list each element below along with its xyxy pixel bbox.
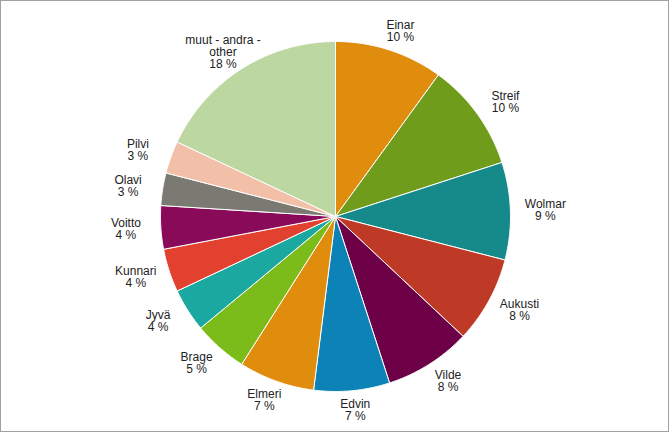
svg-text:Streif10 %: Streif10 % — [491, 89, 520, 115]
svg-text:Olavi3 %: Olavi3 % — [114, 173, 141, 199]
svg-text:Elmeri7 %: Elmeri7 % — [247, 387, 281, 413]
svg-text:Aukusti8 %: Aukusti8 % — [500, 297, 539, 323]
svg-text:Jyvä4 %: Jyvä4 % — [146, 308, 171, 334]
svg-text:Kunnari4 %: Kunnari4 % — [115, 264, 156, 290]
svg-text:Wolmar9 %: Wolmar9 % — [525, 197, 566, 223]
svg-text:Pilvi3 %: Pilvi3 % — [127, 137, 149, 163]
svg-text:Edvin7 %: Edvin7 % — [340, 397, 370, 423]
svg-text:muut - andra -other18 %: muut - andra -other18 % — [185, 33, 260, 71]
svg-text:Einar10 %: Einar10 % — [386, 18, 414, 44]
svg-text:Brage5 %: Brage5 % — [181, 350, 213, 376]
svg-text:Voitto4 %: Voitto4 % — [111, 216, 141, 242]
svg-text:Vilde8 %: Vilde8 % — [435, 368, 462, 394]
